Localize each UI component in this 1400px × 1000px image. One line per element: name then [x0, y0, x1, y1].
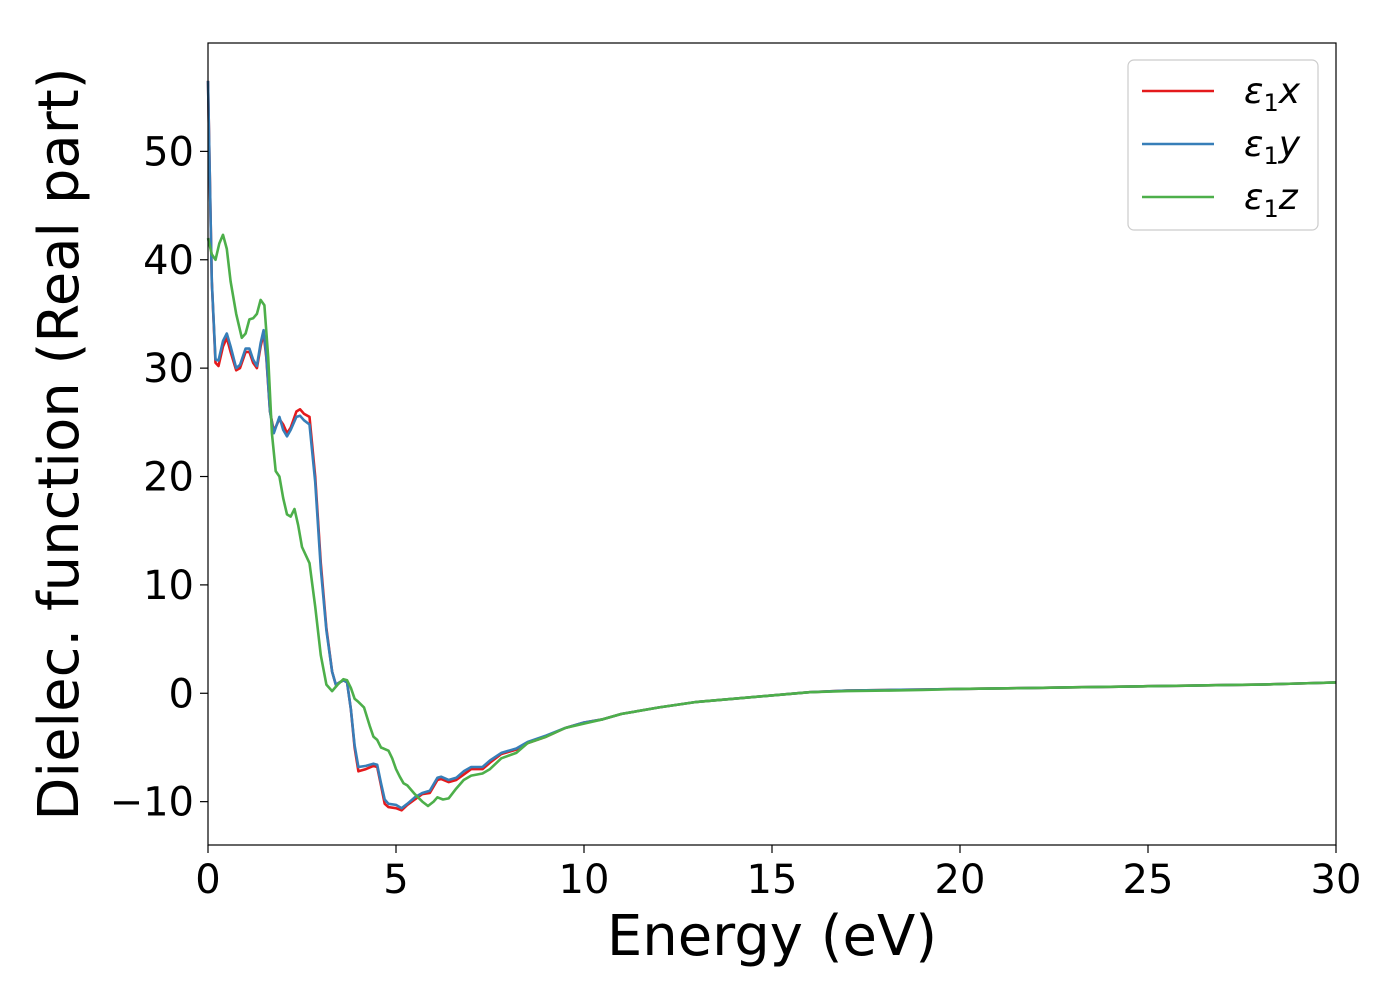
legend-box [1127, 59, 1319, 231]
x-tick-label: 30 [1311, 857, 1362, 903]
legend-label-x: ε1x [1244, 71, 1301, 117]
y-tick-label: 30 [143, 346, 194, 392]
y-tick-label: 20 [143, 455, 194, 501]
legend-label-z: ε1z [1244, 177, 1299, 223]
y-tick-label: 40 [143, 238, 194, 284]
x-tick-label: 5 [383, 857, 408, 903]
x-tick-label: 15 [747, 857, 798, 903]
y-tick-label: 10 [143, 563, 194, 609]
x-tick-label: 10 [559, 857, 610, 903]
x-tick-label: 20 [935, 857, 986, 903]
y-tick-label: 0 [169, 671, 194, 717]
y-tick-label: 50 [143, 129, 194, 175]
series-layer [206, 80, 1337, 812]
y-axis-label: Dielec. function (Real part) [27, 67, 92, 820]
series-line-z [206, 233, 1337, 808]
x-axis-label: Energy (eV) [607, 904, 937, 969]
legend: ε1x ε1y ε1z [1127, 59, 1319, 231]
x-tick-label: 0 [195, 857, 220, 903]
y-tick-label: −10 [110, 780, 194, 826]
legend-label-y: ε1y [1244, 124, 1301, 170]
x-tick-label: 25 [1123, 857, 1174, 903]
x-axis-ticks: 0 5 10 15 20 25 30 [195, 845, 1361, 903]
y-axis-ticks: −10 0 10 20 30 40 50 [110, 129, 208, 826]
